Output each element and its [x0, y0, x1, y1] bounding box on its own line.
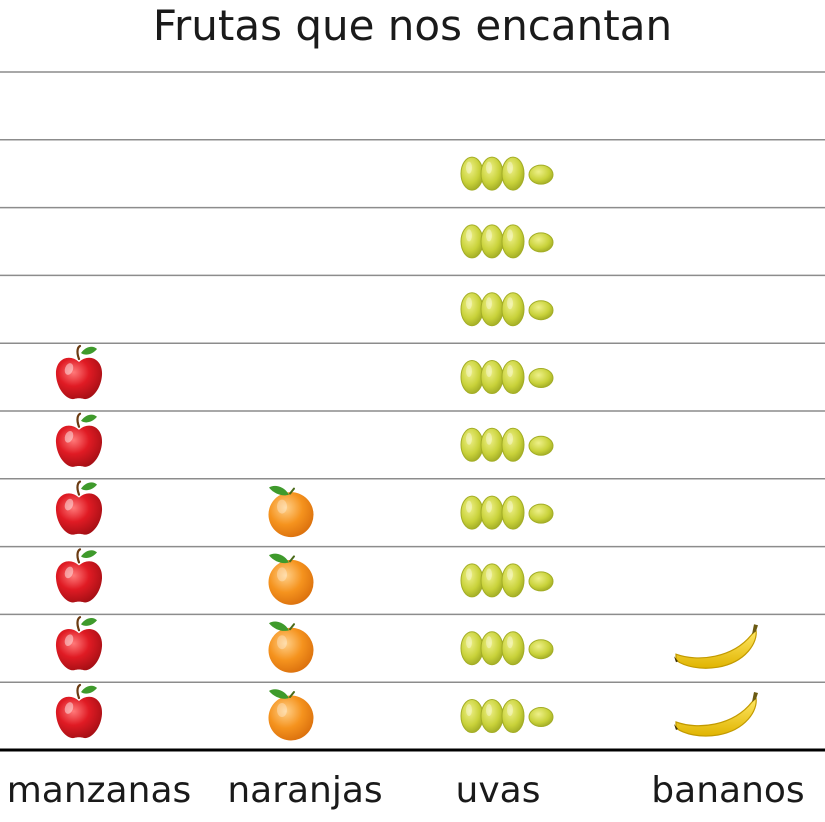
grapes-icon: [460, 631, 554, 666]
grapes-icon: [460, 563, 554, 598]
grapes-icon: [460, 292, 554, 327]
chart-title: Frutas que nos encantan: [152, 1, 673, 50]
apple-icon: [55, 683, 103, 739]
grapes-icon: [460, 427, 554, 462]
category-labels: manzanas naranjas uvas bananos: [7, 770, 805, 811]
apple-icon: [55, 480, 103, 535]
grapes-icon: [460, 156, 554, 191]
grapes-icon: [460, 495, 554, 530]
grapes-icon: [460, 360, 554, 394]
apple-icon: [55, 412, 103, 467]
apple-icon: [55, 548, 103, 603]
category-label: manzanas: [7, 770, 192, 811]
apple-icon: [55, 616, 103, 671]
grapes-icon: [460, 224, 554, 259]
orange-icon: [268, 485, 314, 538]
category-label: naranjas: [227, 770, 382, 811]
orange-icon: [268, 621, 314, 673]
orange-icon: [268, 553, 314, 605]
category-label: uvas: [456, 770, 541, 811]
banana-icon: [674, 692, 758, 737]
orange-icon: [268, 689, 314, 741]
category-label: bananos: [651, 770, 804, 811]
grapes-icon: [460, 699, 554, 733]
gridlines: [0, 71, 825, 752]
banana-icon: [674, 624, 758, 669]
pictogram-marks: [55, 156, 758, 741]
apple-icon: [55, 344, 103, 400]
